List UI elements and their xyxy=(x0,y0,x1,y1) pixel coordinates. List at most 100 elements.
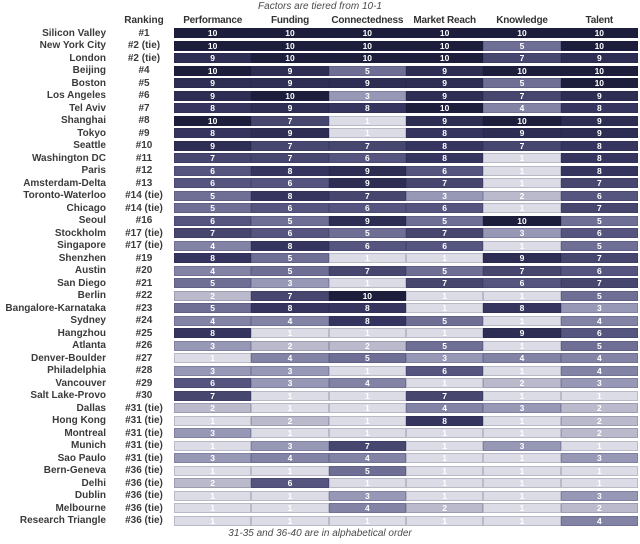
score-cell: 9 xyxy=(174,53,252,64)
column-header-row: Ranking Performance Funding Connectednes… xyxy=(0,13,640,27)
score-cell: 2 xyxy=(328,340,406,351)
score-cell: 8 xyxy=(560,165,638,176)
score-cell: 4 xyxy=(251,315,329,326)
score-cell: 1 xyxy=(328,428,406,439)
score-cell: 9 xyxy=(251,65,329,76)
score-cell: 3 xyxy=(174,340,252,351)
score-cell: 1 xyxy=(483,290,561,301)
score-cell: 1 xyxy=(328,128,406,139)
score-cells: 10 10 10 10 5 10 xyxy=(174,40,638,51)
score-cell: 2 xyxy=(405,503,484,514)
score-cell: 7 xyxy=(328,265,406,276)
table-row: Dallas #31 (tie) 2 1 1 4 3 2 xyxy=(0,402,640,415)
score-cell: 2 xyxy=(251,415,329,426)
ranking-label: #25 xyxy=(135,327,153,339)
score-cell: 2 xyxy=(560,503,638,514)
score-cell: 4 xyxy=(174,240,252,251)
score-cell: 7 xyxy=(328,140,406,151)
city-label: Hangzhou xyxy=(57,327,106,339)
score-cell: 10 xyxy=(483,115,561,126)
score-cell: 9 xyxy=(560,53,638,64)
score-cell: 6 xyxy=(251,178,329,189)
score-cell: 4 xyxy=(174,315,252,326)
score-cell: 10 xyxy=(251,28,329,39)
score-cell: 9 xyxy=(328,178,406,189)
score-cell: 1 xyxy=(483,340,561,351)
ranking-label: #5 xyxy=(138,77,150,89)
score-cell: 5 xyxy=(405,340,484,351)
ranking-label: #31 (tie) xyxy=(125,452,163,464)
ranking-label: #28 xyxy=(135,365,153,377)
ranking-label: #23 xyxy=(135,302,153,314)
score-cell: 1 xyxy=(405,453,484,464)
ranking-label: #36 (tie) xyxy=(125,502,163,514)
score-cell: 1 xyxy=(328,278,406,289)
score-cell: 3 xyxy=(328,90,406,101)
score-cell: 5 xyxy=(328,353,406,364)
score-cell: 1 xyxy=(483,478,561,489)
score-cell: 8 xyxy=(174,103,252,114)
score-cell: 1 xyxy=(483,390,561,401)
score-cells: 10 9 5 9 10 10 xyxy=(174,65,638,76)
score-cell: 1 xyxy=(483,165,561,176)
score-cell: 8 xyxy=(405,153,484,164)
score-cell: 6 xyxy=(405,240,484,251)
table-row: Silicon Valley #1 10 10 10 10 10 10 xyxy=(0,27,640,40)
ranking-label: #14 (tie) xyxy=(125,202,163,214)
score-cell: 3 xyxy=(405,190,484,201)
column-header-connectedness: Connectedness xyxy=(331,14,404,26)
city-label: Munich xyxy=(71,440,106,452)
score-cell: 10 xyxy=(328,290,406,301)
score-cell: 1 xyxy=(251,403,329,414)
score-cell: 7 xyxy=(251,290,329,301)
city-label: Tokyo xyxy=(77,127,106,139)
table-row: Bern-Geneva #36 (tie) 1 1 5 1 1 1 xyxy=(0,465,640,478)
city-label: Seoul xyxy=(78,215,106,227)
score-cell: 1 xyxy=(483,315,561,326)
score-cell: 1 xyxy=(174,353,252,364)
score-cell: 5 xyxy=(174,203,252,214)
city-label: Bern-Geneva xyxy=(43,465,106,477)
score-cell: 1 xyxy=(174,465,252,476)
score-cell: 9 xyxy=(251,78,329,89)
score-cell: 3 xyxy=(174,428,252,439)
score-cell: 10 xyxy=(483,28,561,39)
score-cell: 6 xyxy=(560,228,638,239)
city-label: Research Triangle xyxy=(19,515,106,527)
table-row: Paris #12 6 8 9 6 1 8 xyxy=(0,165,640,178)
table-row: Salt Lake-Provo #30 7 1 1 7 1 1 xyxy=(0,390,640,403)
score-cell: 7 xyxy=(560,178,638,189)
score-cell: 1 xyxy=(174,415,252,426)
score-cell: 2 xyxy=(560,428,638,439)
ranking-label: #22 xyxy=(135,290,153,302)
score-cell: 4 xyxy=(251,353,329,364)
score-cell: 8 xyxy=(174,253,252,264)
score-cell: 1 xyxy=(560,440,638,451)
score-cell: 5 xyxy=(483,40,561,51)
table-row: Singapore #17 (tie) 4 8 6 6 1 5 xyxy=(0,240,640,253)
score-cell: 6 xyxy=(560,190,638,201)
score-cell: 1 xyxy=(328,478,406,489)
ranking-label: #8 xyxy=(138,115,150,127)
city-label: Paris xyxy=(81,165,106,177)
score-cell: 6 xyxy=(328,240,406,251)
score-cell: 1 xyxy=(483,153,561,164)
score-cell: 1 xyxy=(328,515,406,526)
score-cell: 2 xyxy=(560,403,638,414)
ranking-label: #14 (tie) xyxy=(125,190,163,202)
column-header-talent: Talent xyxy=(585,14,614,26)
score-cell: 4 xyxy=(405,403,484,414)
score-cell: 9 xyxy=(405,78,484,89)
city-label: Dublin xyxy=(74,490,106,502)
table-row: San Diego #21 5 3 1 7 6 7 xyxy=(0,277,640,290)
ranking-label: #31 (tie) xyxy=(125,402,163,414)
